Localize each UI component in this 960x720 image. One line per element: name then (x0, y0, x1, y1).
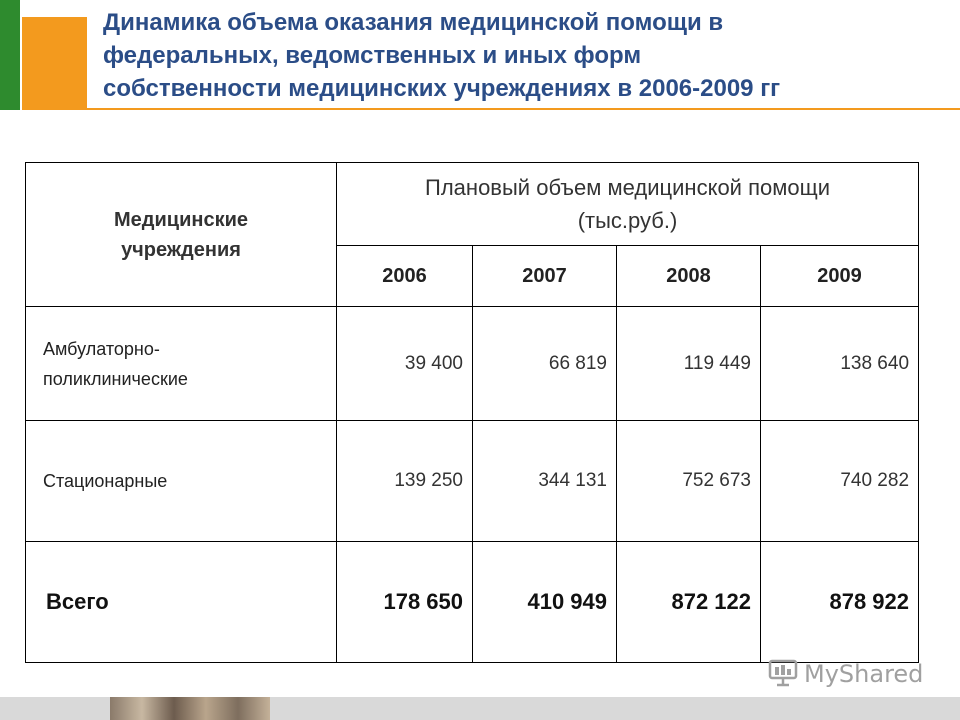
total-label: Всего (25, 541, 337, 663)
header-plan-volume: Плановый объем медицинской помощи (тыс.р… (335, 162, 920, 246)
table-cell: 39 400 (336, 306, 473, 421)
row-label: Стационарные (25, 420, 337, 542)
table-cell: 66 819 (472, 306, 617, 421)
data-table: Медицинские учреждения Плановый объем ме… (25, 162, 920, 663)
table-cell: 119 449 (616, 306, 761, 421)
total-row: Всего 178 650 410 949 872 122 878 922 (25, 541, 920, 663)
presentation-board-icon (768, 657, 798, 692)
row-label: Амбулаторно- поликлинические (25, 306, 337, 421)
total-cell: 410 949 (472, 541, 617, 663)
table-row: Стационарные 139 250 344 131 752 673 740… (25, 420, 920, 542)
header-year: 2007 (472, 245, 617, 307)
header-institutions: Медицинские учреждения (25, 162, 337, 307)
slide-title: Динамика объема оказания медицинской пом… (103, 9, 781, 102)
total-cell: 178 650 (336, 541, 473, 663)
table-cell: 138 640 (759, 306, 920, 421)
title-divider (87, 108, 960, 110)
watermark: MyShared (768, 656, 923, 692)
header-year: 2009 (759, 245, 920, 307)
total-cell: 872 122 (616, 541, 761, 663)
table-cell: 139 250 (336, 420, 473, 542)
watermark-text: MyShared (804, 660, 924, 688)
total-cell: 878 922 (759, 541, 920, 663)
header-year: 2006 (336, 245, 473, 307)
table-cell: 344 131 (472, 420, 617, 542)
table-row: Амбулаторно- поликлинические 39 400 66 8… (25, 306, 920, 421)
header-year: 2008 (616, 245, 761, 307)
footer-photo-strip (110, 697, 270, 720)
decor-orange-block (22, 17, 87, 110)
table-cell: 740 282 (759, 420, 920, 542)
decor-green-block (0, 0, 20, 110)
table-cell: 752 673 (616, 420, 761, 542)
